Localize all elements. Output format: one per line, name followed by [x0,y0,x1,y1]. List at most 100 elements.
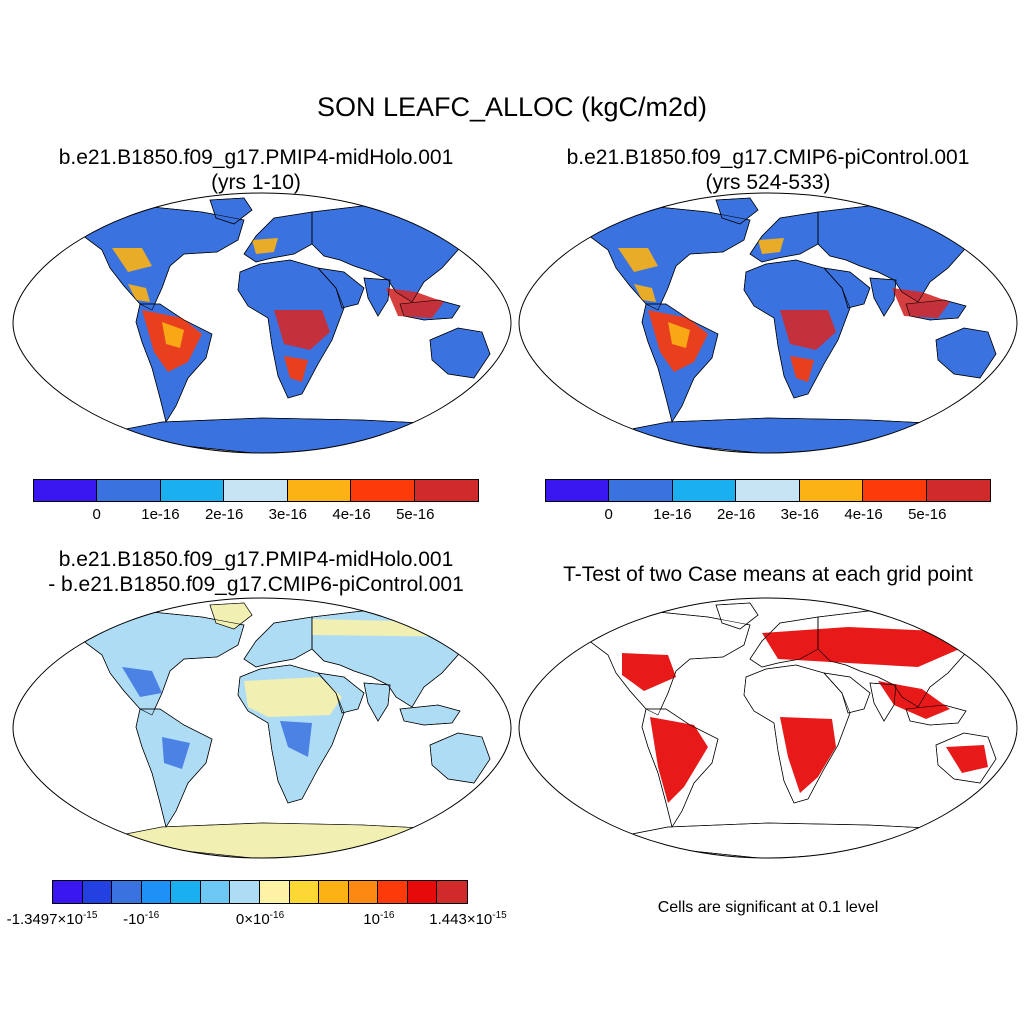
value-patch [758,238,784,254]
colorbar-tick-label: 4e-16 [844,506,883,523]
map-border [12,192,512,454]
value-patch [284,356,308,382]
coastline-se-asia-islands [399,299,461,321]
coastline-greenland [715,602,759,630]
value-patch [112,248,152,272]
panel3-title: b.e21.B1850.f09_g17.PMIP4-midHolo.001 - … [0,547,512,597]
value-patch [634,284,656,302]
colorbar-tick-label: 1.443×10-15 [429,910,507,928]
colorbar-swatch [97,480,161,501]
value-patch [780,310,836,350]
colorbar-swatch [799,480,864,501]
colorbar-swatch [141,881,172,903]
value-patch [618,248,658,272]
panel4-title: T-Test of two Case means at each grid po… [512,562,1024,587]
value-patch [244,677,342,717]
value-patch [122,667,162,697]
significant-region [762,627,964,667]
land-new-zealand [487,776,501,800]
map-picontrol [518,192,1018,454]
colorbar-swatch [287,480,352,501]
colorbar-swatch [926,480,990,501]
significant-region [946,745,988,773]
land-new-zealand [993,371,1007,395]
map-border [12,597,512,859]
value-patch [128,284,150,302]
colorbar-swatch [259,881,290,903]
colorbar-swatch [82,881,113,903]
coastline-arabia [823,672,871,714]
coastline-new-zealand [993,371,1007,395]
coastline-arabia [317,267,365,309]
significant-region [878,681,950,719]
panel3-title-line2: - b.e21.B1850.f09_g17.CMIP6-piControl.00… [48,573,464,596]
land-new-zealand [993,776,1007,800]
map-ttest [518,597,1018,859]
colorbar-tick-label: 2e-16 [716,506,756,523]
coastline-australia [429,732,491,784]
coastline-new-zealand [487,776,501,800]
coastline-arabia [317,672,365,714]
colorbar-tick-label: -10-16 [123,910,160,928]
panel2-title-line2: (yrs 524-533) [705,171,831,194]
colorbar-tick-label: 0 [92,506,101,523]
coastline-australia [429,327,491,379]
colorbar-swatch [34,480,98,501]
panel2-title: b.e21.B1850.f09_g17.CMIP6-piControl.001 … [512,145,1024,195]
colorbar-swatch [863,480,927,501]
colorbar-tick-label: 0 [604,506,613,523]
colorbar-tick-label: 3e-16 [268,506,308,523]
map-border [518,597,1018,859]
value-patch [280,721,312,757]
coastline-north-america [583,611,751,716]
coastline-greenland [715,197,759,225]
coastline-north-america [77,611,245,716]
value-patch [252,238,278,254]
significance-note: Cells are significant at 0.1 level [657,899,879,916]
colorbar-swatch [736,480,800,501]
colorbar-swatch [224,480,288,501]
coastline-south-america [641,708,719,828]
coastline-australia [935,327,997,379]
coastline-africa [237,664,345,804]
land-new-zealand [487,371,501,395]
value-patch [892,288,950,318]
colorbar-swatch [112,881,142,903]
colorbar-swatch [546,480,610,501]
coastline-south-america [135,708,213,828]
coastline-se-asia-islands [905,704,967,726]
value-patch [162,737,190,769]
coastline-arabia [823,267,871,309]
colorbar-swatch [407,881,438,903]
colorbar-tick-label: 5e-16 [396,506,435,523]
colorbar-tick-label: 1e-16 [141,506,180,523]
value-patch [790,356,814,382]
coastline-se-asia-islands [399,704,461,726]
coastline-india [363,682,391,722]
significant-region [622,653,676,691]
colorbar-swatch [609,480,673,501]
colorbar-swatch [378,881,408,903]
coastline-south-america [135,303,213,423]
value-patch [162,322,184,348]
map-border [518,192,1018,454]
colorbar-swatch [414,480,478,501]
colorbar-swatch [160,480,225,501]
colorbar-swatch [53,881,83,903]
coastline-india [363,277,391,317]
colorbar-midholo [33,479,479,502]
colorbar-swatch [171,881,201,903]
map-difference [12,597,512,859]
value-patch [274,310,330,350]
colorbar-picontrol [545,479,991,502]
colorbar-tick-label: 2e-16 [204,506,244,523]
colorbar-swatch [289,881,320,903]
colorbar-tick-label: 1e-16 [653,506,692,523]
coastline-india [869,682,897,722]
coastline-greenland [209,197,253,225]
panel1-title-line1: b.e21.B1850.f09_g17.PMIP4-midHolo.001 [58,146,454,169]
value-patch [210,603,252,629]
colorbar-tick-label: 10-16 [363,910,395,928]
value-patch [668,322,690,348]
